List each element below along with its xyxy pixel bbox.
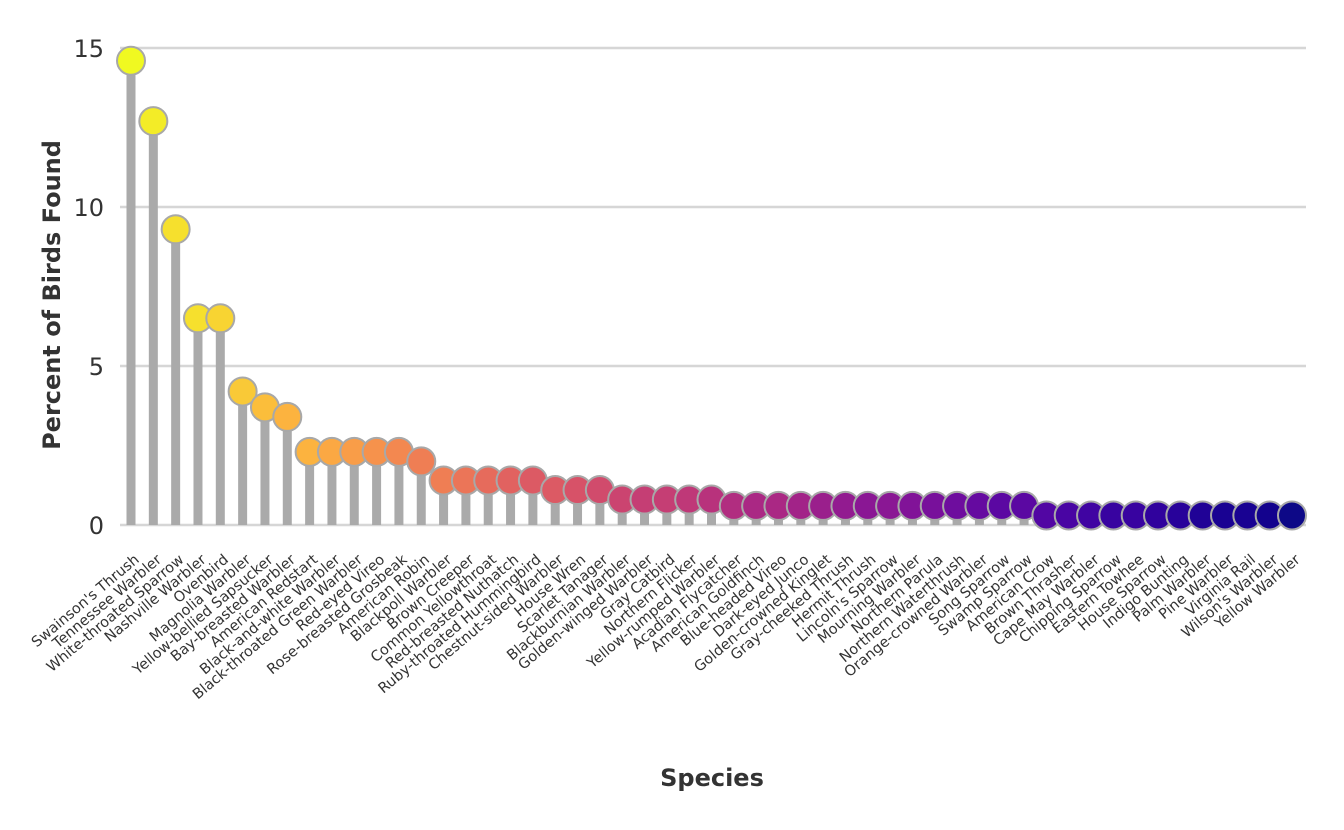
dot-5: [227, 376, 258, 407]
dot-7: [272, 401, 303, 432]
dot-1: [138, 106, 169, 137]
dot-4: [205, 303, 236, 334]
y-tick-label-15: 15: [73, 35, 104, 63]
x-axis-title: Species: [660, 764, 764, 792]
dot-13: [406, 446, 437, 477]
y-tick-label-10: 10: [73, 194, 104, 222]
y-tick-label-0: 0: [89, 512, 104, 540]
dot-2: [160, 214, 191, 245]
y-axis-ticks: 0 5 10 15: [73, 35, 104, 540]
dot-52: [1277, 500, 1307, 531]
dot-0: [116, 45, 146, 76]
dots: [116, 45, 1307, 531]
y-tick-label-5: 5: [89, 353, 104, 381]
y-axis-title: Percent of Birds Found: [38, 140, 66, 450]
